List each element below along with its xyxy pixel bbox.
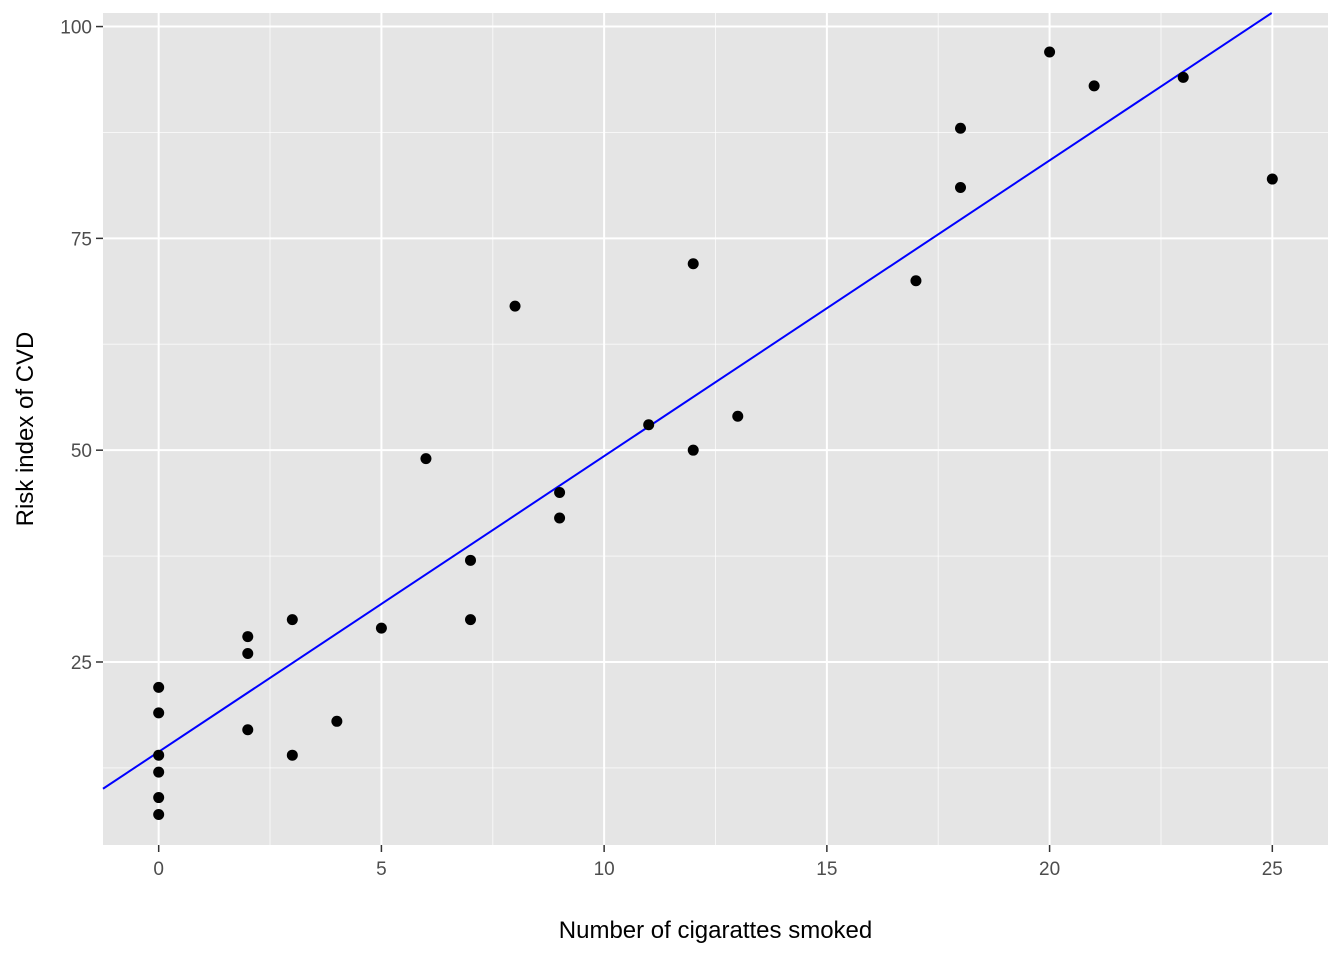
y-tick-label: 75 <box>71 229 92 250</box>
data-point <box>153 681 165 693</box>
data-point <box>242 648 254 660</box>
data-point <box>1266 173 1278 185</box>
data-point <box>420 453 432 465</box>
y-axis-ticks: 25 50 75 100 <box>60 18 103 674</box>
minor-gridlines <box>103 13 1328 845</box>
x-tick-label: 0 <box>153 859 164 880</box>
major-gridlines <box>103 13 1328 845</box>
data-point <box>687 444 699 456</box>
x-axis-ticks: 0 5 10 15 20 25 <box>153 845 1283 880</box>
data-point <box>242 724 254 736</box>
data-point <box>375 622 387 634</box>
y-tick-label: 100 <box>60 18 92 39</box>
data-point <box>1177 71 1189 83</box>
data-point <box>955 182 966 194</box>
data-point <box>242 631 254 643</box>
x-tick-label: 15 <box>816 859 837 880</box>
data-point <box>732 410 744 422</box>
data-point <box>286 614 298 626</box>
data-point <box>910 275 922 287</box>
x-tick-label: 10 <box>594 859 615 880</box>
data-point <box>153 766 165 778</box>
data-point <box>1044 46 1056 58</box>
data-point <box>509 300 521 312</box>
y-tick-label: 25 <box>71 653 92 674</box>
x-tick-label: 25 <box>1262 859 1283 880</box>
data-point <box>331 715 343 727</box>
data-point <box>1088 80 1100 92</box>
x-axis-title: Number of cigarattes smoked <box>559 917 872 944</box>
regression-line <box>102 12 1273 790</box>
data-point <box>153 707 165 719</box>
data-point <box>554 487 566 499</box>
x-tick-label: 20 <box>1039 859 1060 880</box>
data-point <box>643 419 655 431</box>
data-point <box>153 808 165 820</box>
data-point <box>687 258 699 270</box>
data-point <box>465 554 476 566</box>
data-points <box>153 46 1278 820</box>
data-point <box>554 512 566 524</box>
data-point <box>465 614 476 626</box>
data-point <box>955 122 966 134</box>
x-tick-label: 5 <box>376 859 387 880</box>
data-point <box>286 749 298 761</box>
data-point <box>153 792 165 804</box>
data-point <box>153 749 165 761</box>
y-tick-label: 50 <box>71 441 92 462</box>
y-axis-title: Risk index of CVD <box>12 332 39 527</box>
